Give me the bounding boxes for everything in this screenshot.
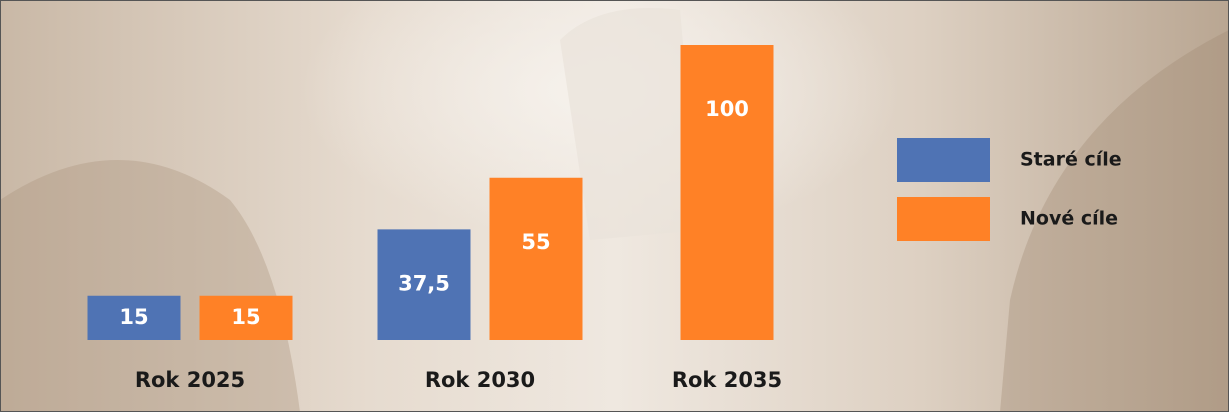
- value-label: 15: [119, 305, 148, 329]
- legend-label: Staré cíle: [1020, 149, 1122, 171]
- bar: [681, 45, 774, 340]
- legend-swatch: [897, 138, 990, 182]
- chart: Rok 2025 15 15 Rok 2030 37,5 55 Rok 2035 100 Sta…: [0, 0, 1229, 412]
- x-tick-label: Rok 2025: [135, 368, 245, 392]
- value-label: 37,5: [398, 272, 450, 296]
- legend-label: Nové cíle: [1020, 208, 1118, 230]
- x-tick-label: Rok 2030: [425, 368, 535, 392]
- legend-swatch: [897, 197, 990, 241]
- x-tick-label: Rok 2035: [672, 368, 782, 392]
- chart-container: Rok 2025 15 15 Rok 2030 37,5 55 Rok 2035 100 Sta…: [0, 0, 1229, 412]
- value-label: 100: [705, 97, 749, 121]
- value-label: 55: [521, 230, 550, 254]
- bar: [490, 178, 583, 340]
- value-label: 15: [231, 305, 260, 329]
